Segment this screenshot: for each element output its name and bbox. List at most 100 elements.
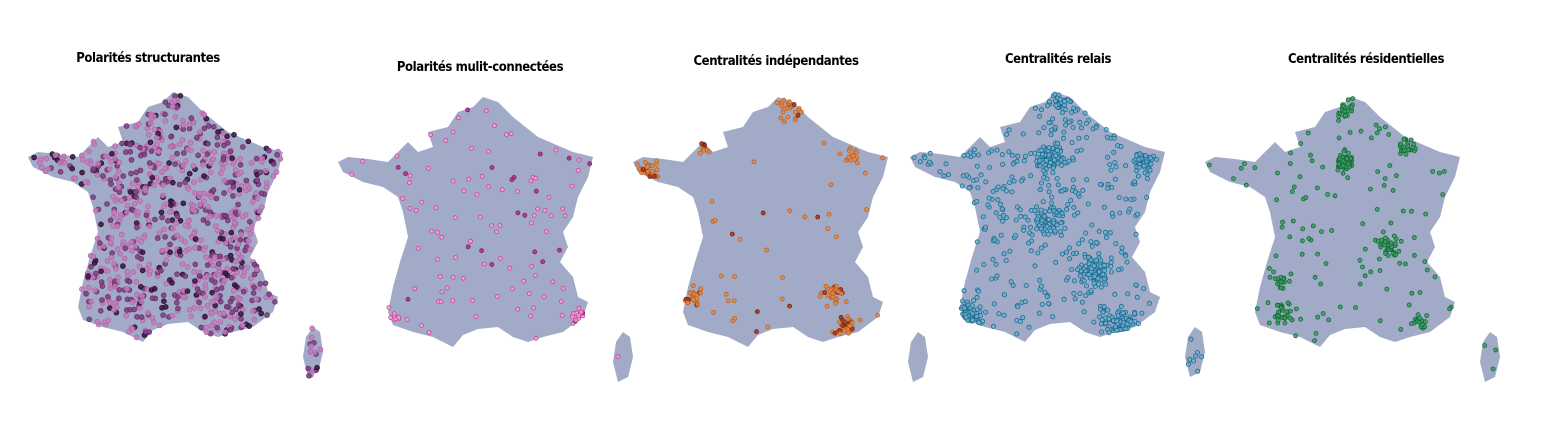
location-dot — [1285, 300, 1291, 306]
location-dot — [469, 298, 475, 303]
location-dot — [1061, 129, 1067, 135]
location-dot — [1375, 169, 1381, 174]
location-dot — [515, 189, 520, 194]
location-dot — [732, 274, 737, 280]
location-dot — [1046, 120, 1052, 126]
location-dot — [504, 132, 509, 138]
location-dot — [1093, 125, 1099, 131]
location-dot — [543, 229, 549, 235]
location-dot — [461, 188, 467, 194]
location-dot — [266, 291, 272, 297]
location-dot — [983, 224, 989, 230]
location-dot — [976, 152, 982, 158]
location-dot — [1347, 130, 1353, 135]
location-dot — [1071, 278, 1077, 284]
location-dot — [1135, 211, 1141, 217]
location-dot — [145, 203, 151, 210]
location-dot — [1123, 326, 1129, 332]
location-dot — [208, 160, 214, 167]
location-dot — [218, 170, 224, 177]
location-dot — [548, 213, 554, 219]
location-dot — [1280, 219, 1285, 225]
location-dot — [227, 252, 234, 259]
location-dot — [235, 250, 242, 257]
location-dot — [79, 156, 86, 163]
location-dot — [182, 273, 189, 280]
location-dot — [832, 330, 838, 336]
location-dot — [251, 261, 258, 268]
location-dot — [450, 298, 456, 304]
location-dot — [1078, 147, 1084, 153]
location-dot — [1023, 282, 1029, 288]
location-dot — [1010, 282, 1016, 288]
location-dot — [192, 236, 199, 242]
location-dot — [146, 261, 152, 268]
location-dot — [224, 265, 231, 272]
location-dot — [1036, 310, 1042, 316]
location-dot — [1036, 130, 1042, 136]
location-dot — [109, 223, 116, 229]
location-dot — [1096, 250, 1102, 256]
location-dot — [256, 306, 262, 312]
location-dot — [993, 210, 999, 216]
location-dot — [974, 294, 980, 300]
location-dot — [131, 200, 138, 207]
location-dot — [1107, 230, 1113, 236]
location-dot — [1054, 176, 1060, 182]
location-dot — [90, 274, 96, 281]
location-dot — [1367, 186, 1373, 192]
location-dot — [1000, 186, 1006, 192]
location-dot — [1020, 131, 1026, 137]
location-dot — [1287, 278, 1292, 284]
location-dot — [107, 276, 113, 283]
location-dot — [1053, 102, 1059, 108]
location-dot — [257, 281, 264, 287]
location-dot — [43, 155, 50, 162]
location-dot — [180, 200, 187, 207]
location-dot — [162, 111, 168, 118]
location-dot — [1144, 195, 1150, 201]
location-dot — [309, 325, 315, 332]
location-dot — [400, 196, 406, 201]
location-dot — [815, 214, 821, 220]
location-dot — [1052, 91, 1058, 97]
location-dot — [1408, 137, 1414, 143]
location-dot — [1146, 300, 1152, 306]
location-dot — [237, 155, 244, 162]
location-dot — [160, 182, 167, 188]
island-shape — [908, 332, 928, 382]
location-dot — [645, 164, 651, 170]
location-dot — [227, 326, 234, 333]
location-dot — [1252, 165, 1258, 171]
location-dot — [1038, 207, 1044, 213]
location-dot — [1373, 122, 1379, 128]
location-dot — [706, 149, 712, 155]
location-dot — [1093, 239, 1099, 245]
location-dot — [99, 283, 106, 290]
location-dot — [1315, 251, 1320, 257]
location-dot — [192, 278, 198, 284]
location-dot — [160, 192, 166, 199]
location-dot — [201, 247, 207, 253]
location-dot — [1084, 177, 1090, 183]
location-dot — [1018, 213, 1024, 219]
location-dot — [235, 241, 242, 248]
location-dot — [222, 329, 228, 335]
location-dot — [145, 217, 152, 224]
location-dot — [154, 135, 160, 141]
location-dot — [426, 330, 432, 335]
location-dot — [119, 140, 125, 147]
location-dot — [197, 128, 203, 135]
location-dot — [407, 173, 413, 179]
location-dot — [114, 246, 121, 252]
location-dot — [1108, 269, 1114, 275]
location-dot — [105, 294, 111, 300]
location-dot — [349, 172, 355, 177]
location-dot — [119, 231, 125, 238]
location-dot — [223, 303, 230, 310]
location-dot — [1041, 231, 1047, 237]
location-dot — [1124, 259, 1130, 265]
location-dot — [826, 211, 832, 217]
location-dot — [253, 155, 260, 162]
